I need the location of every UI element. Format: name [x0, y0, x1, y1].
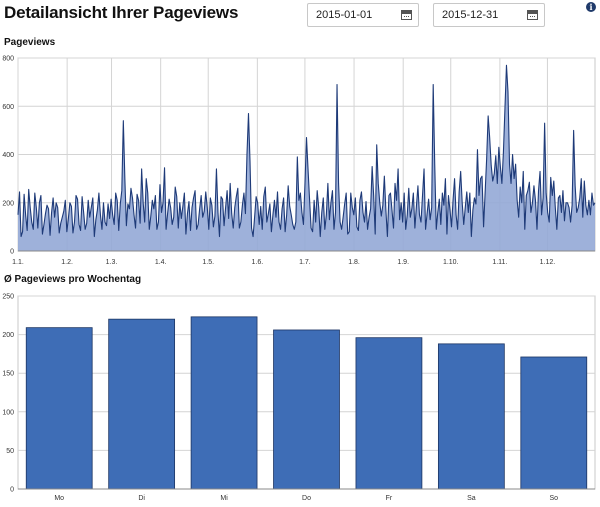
y-tick-label: 800	[2, 56, 14, 63]
x-tick-label: Fr	[386, 495, 393, 502]
y-tick-label: 150	[2, 371, 14, 378]
bar-mi	[190, 316, 258, 490]
date-to-input[interactable]: 2015-12-31	[433, 3, 545, 27]
weekday-chart-title: Ø Pageviews pro Wochentag	[4, 274, 142, 285]
x-tick-label: 1.6.	[252, 259, 264, 266]
x-tick-label: 1.9.	[397, 259, 409, 266]
y-tick-label: 100	[2, 409, 14, 416]
series-line	[17, 64, 596, 238]
x-tick-label: 1.1.	[12, 259, 24, 266]
y-tick-label: 400	[2, 152, 14, 159]
date-from-input[interactable]: 2015-01-01	[307, 3, 419, 27]
x-tick-label: Mo	[54, 495, 64, 502]
y-tick-label: 600	[2, 104, 14, 111]
calendar-icon[interactable]	[401, 10, 412, 20]
series-area	[18, 65, 595, 252]
x-tick-label: Do	[302, 495, 311, 502]
x-tick-label: 1.10.	[443, 259, 459, 266]
y-tick-label: 250	[2, 294, 14, 301]
bar-di	[108, 318, 176, 490]
x-tick-label: 1.8.	[348, 259, 360, 266]
x-tick-label: 1.2.	[61, 259, 73, 266]
bar-mo	[25, 327, 93, 490]
info-icon[interactable]: i	[586, 2, 596, 12]
date-to-value: 2015-12-31	[442, 9, 499, 21]
y-tick-label: 200	[2, 332, 14, 339]
x-tick-label: 1.3.	[106, 259, 118, 266]
pageviews-chart-title: Pageviews	[4, 37, 56, 48]
x-tick-label: 1.5.	[202, 259, 214, 266]
x-tick-label: So	[550, 495, 559, 502]
calendar-icon[interactable]	[527, 10, 538, 20]
bar-fr	[355, 337, 423, 490]
y-tick-label: 50	[6, 448, 14, 455]
bar-sa	[437, 343, 505, 490]
x-tick-label: 1.7.	[299, 259, 311, 266]
page-title: Detailansicht Ihrer Pageviews	[4, 3, 239, 22]
bar-so	[520, 356, 588, 490]
x-tick-label: 1.12.	[540, 259, 556, 266]
x-tick-label: 1.4.	[155, 259, 167, 266]
y-tick-label: 200	[2, 200, 14, 207]
date-from-value: 2015-01-01	[316, 9, 373, 21]
x-tick-label: Di	[138, 495, 145, 502]
x-tick-label: Mi	[220, 495, 228, 502]
bar-do	[273, 329, 340, 490]
y-tick-label: 0	[10, 487, 14, 494]
y-tick-label: 0	[10, 249, 14, 256]
x-tick-label: 1.11.	[492, 259, 507, 266]
pageviews-area-chart: 0 200 400 600 800 1.1. 1.2. 1.3. 1.4. 1.5. 1.6. 1.7…	[2, 56, 596, 266]
x-tick-label: Sa	[467, 495, 476, 502]
